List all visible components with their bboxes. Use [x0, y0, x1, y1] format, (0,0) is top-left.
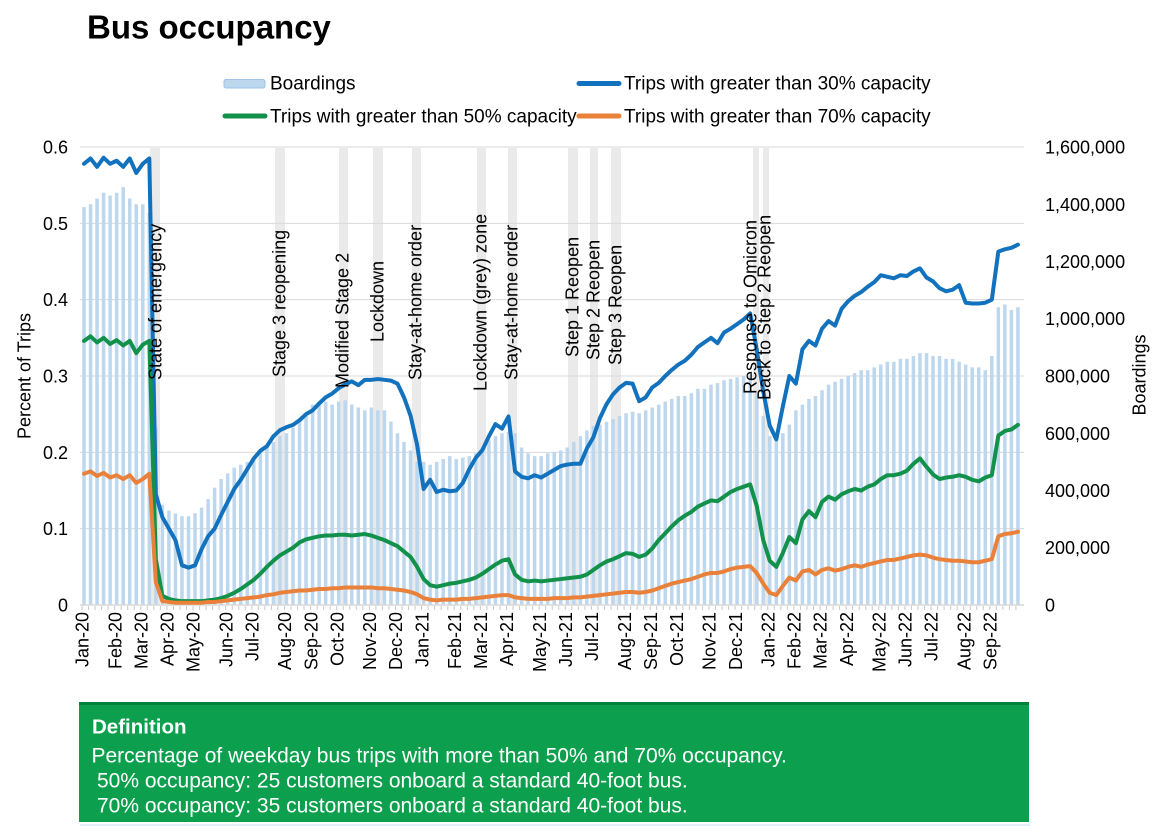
- svg-text:Jan-22: Jan-22: [759, 612, 779, 667]
- svg-text:Sep-20: Sep-20: [301, 612, 321, 670]
- svg-text:600,000: 600,000: [1045, 424, 1110, 444]
- svg-text:Apr-21: Apr-21: [497, 612, 517, 666]
- svg-text:Oct-20: Oct-20: [327, 612, 347, 666]
- svg-text:Lockdown (grey) zone: Lockdown (grey) zone: [471, 214, 491, 391]
- svg-text:Jul-21: Jul-21: [582, 612, 602, 661]
- svg-text:1,000,000: 1,000,000: [1045, 309, 1125, 329]
- svg-text:Boardings: Boardings: [270, 74, 356, 95]
- svg-text:Jun-20: Jun-20: [216, 612, 236, 667]
- svg-text:Aug-21: Aug-21: [615, 612, 635, 670]
- svg-text:0: 0: [1045, 596, 1055, 616]
- svg-text:Dec-20: Dec-20: [386, 612, 406, 670]
- svg-text:Jan-20: Jan-20: [73, 612, 93, 667]
- svg-text:Feb-20: Feb-20: [105, 612, 125, 669]
- svg-text:1,600,000: 1,600,000: [1045, 138, 1125, 158]
- svg-text:May-20: May-20: [184, 612, 204, 672]
- svg-text:0.5: 0.5: [43, 214, 68, 234]
- svg-text:Mar-22: Mar-22: [811, 612, 831, 669]
- svg-text:800,000: 800,000: [1045, 367, 1110, 387]
- svg-text:Nov-21: Nov-21: [700, 612, 720, 670]
- svg-text:0: 0: [58, 596, 68, 616]
- svg-text:Lockdown: Lockdown: [368, 261, 388, 342]
- svg-text:0.6: 0.6: [43, 138, 68, 158]
- svg-text:Step 2 Reopen: Step 2 Reopen: [584, 240, 604, 360]
- svg-text:Feb-21: Feb-21: [445, 612, 465, 669]
- svg-text:Apr-20: Apr-20: [158, 612, 178, 666]
- svg-text:Aug-20: Aug-20: [275, 612, 295, 670]
- svg-text:Bus occupancy: Bus occupancy: [87, 9, 332, 46]
- svg-text:State of emergency: State of emergency: [146, 224, 166, 380]
- svg-text:May-21: May-21: [530, 612, 550, 672]
- svg-text:May-22: May-22: [870, 612, 890, 672]
- svg-text:0.3: 0.3: [43, 367, 68, 387]
- svg-text:Trips with greater than 30% ca: Trips with greater than 30% capacity: [624, 74, 931, 95]
- svg-text:Nov-20: Nov-20: [360, 612, 380, 670]
- svg-text:70% occupancy: 35 customers on: 70% occupancy: 35 customers onboard a st…: [97, 795, 688, 818]
- svg-text:0.2: 0.2: [43, 443, 68, 463]
- svg-text:Trips with greater than 50% ca: Trips with greater than 50% capacity: [270, 107, 577, 128]
- svg-text:0.1: 0.1: [43, 519, 68, 539]
- svg-text:Jun-21: Jun-21: [556, 612, 576, 667]
- svg-text:1,200,000: 1,200,000: [1045, 252, 1125, 272]
- svg-text:Sep-22: Sep-22: [981, 612, 1001, 670]
- svg-text:Response to Omicron: Response to Omicron: [741, 220, 761, 394]
- svg-text:200,000: 200,000: [1045, 538, 1110, 558]
- svg-text:Step 1 Reopen: Step 1 Reopen: [563, 237, 583, 357]
- svg-text:Boardings: Boardings: [1130, 334, 1150, 415]
- svg-text:Feb-22: Feb-22: [785, 612, 805, 669]
- svg-text:Jun-22: Jun-22: [896, 612, 916, 667]
- svg-text:Aug-22: Aug-22: [954, 612, 974, 670]
- svg-text:Dec-21: Dec-21: [726, 612, 746, 670]
- svg-text:Percentage of weekday bus trip: Percentage of weekday bus trips with mor…: [92, 745, 787, 768]
- svg-text:Stay-at-home order: Stay-at-home order: [406, 225, 426, 380]
- svg-text:400,000: 400,000: [1045, 481, 1110, 501]
- svg-text:Back to Step 2 Reopen: Back to Step 2 Reopen: [755, 215, 775, 400]
- svg-text:Stay-at-home order: Stay-at-home order: [502, 225, 522, 380]
- svg-text:Modified Stage 2: Modified Stage 2: [333, 253, 353, 388]
- svg-text:50% occupancy: 25 customers on: 50% occupancy: 25 customers onboard a st…: [97, 770, 688, 793]
- svg-text:Jan-21: Jan-21: [412, 612, 432, 667]
- svg-text:Percent of Trips: Percent of Trips: [15, 313, 35, 439]
- svg-text:Stage 3 reopening: Stage 3 reopening: [270, 230, 290, 377]
- svg-text:Oct-21: Oct-21: [667, 612, 687, 666]
- svg-text:Jul-22: Jul-22: [922, 612, 942, 661]
- svg-text:Jul-20: Jul-20: [243, 612, 263, 661]
- svg-text:Trips with greater than 70% ca: Trips with greater than 70% capacity: [624, 107, 931, 128]
- svg-text:1,400,000: 1,400,000: [1045, 195, 1125, 215]
- svg-text:Apr-22: Apr-22: [837, 612, 857, 666]
- svg-text:Sep-21: Sep-21: [641, 612, 661, 670]
- svg-text:Mar-20: Mar-20: [132, 612, 152, 669]
- svg-text:Definition: Definition: [92, 716, 187, 739]
- svg-text:Mar-21: Mar-21: [471, 612, 491, 669]
- svg-text:0.4: 0.4: [43, 290, 68, 310]
- svg-text:Step 3 Reopen: Step 3 Reopen: [606, 245, 626, 365]
